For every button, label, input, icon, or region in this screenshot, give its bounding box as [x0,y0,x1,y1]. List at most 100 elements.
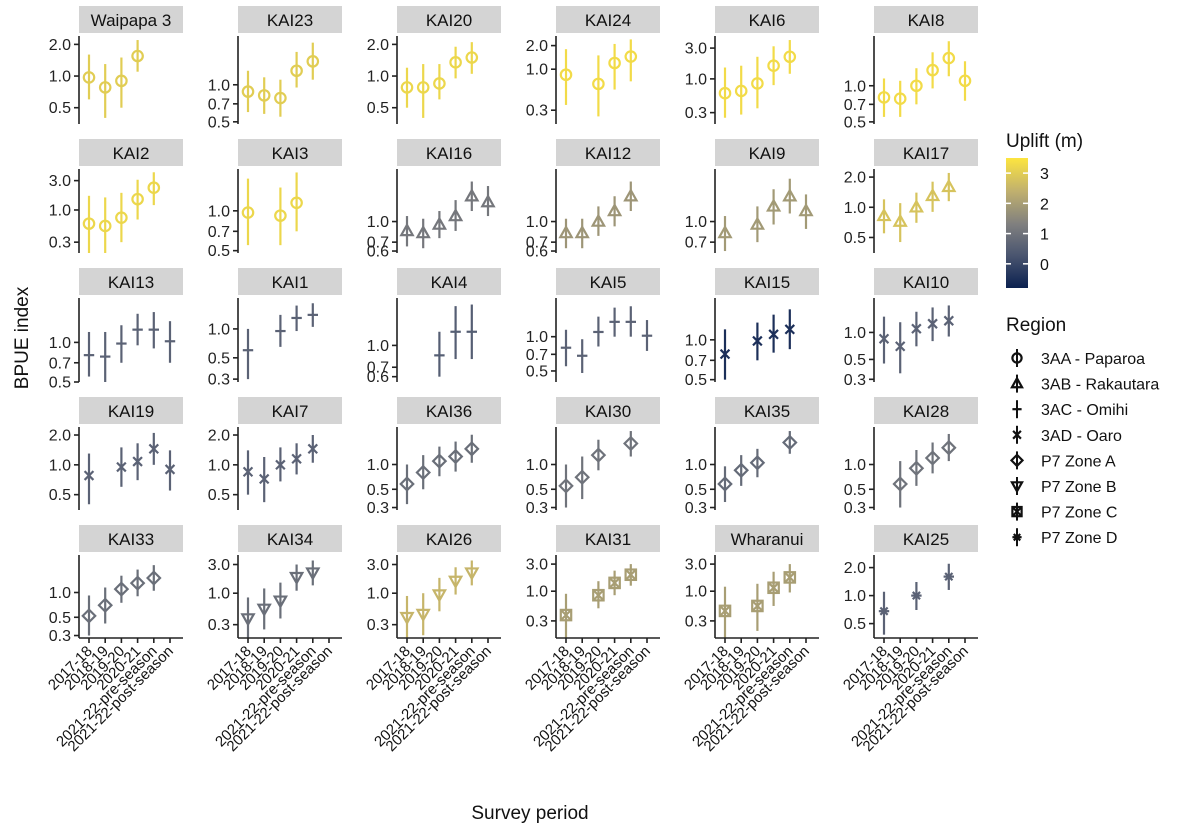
y-tick-label: 0.5 [526,482,548,499]
legend-label: P7 Zone B [1041,479,1117,496]
facet-title: KAI6 [749,11,786,30]
data-point [164,321,176,363]
y-tick-label: 0.6 [367,369,389,386]
facet-panel: Wharanui0.31.03.02017-182018-192019-2020… [681,525,819,755]
legend-item: P7 Zone C [1011,502,1117,522]
facet-strip [238,268,342,295]
facet-strip [715,525,819,552]
data-point [275,314,286,347]
facet-title: KAI5 [590,273,627,292]
y-tick-label: 0.6 [526,244,548,261]
data-point [431,446,448,477]
y-tick-label: 1.0 [844,588,866,605]
data-point [559,593,573,638]
data-point [400,67,414,108]
facet-panel: KAI23 0.50.7 1.0 [208,6,342,131]
facet-title: KAI15 [744,273,790,292]
facet-strip [715,139,819,166]
facet-panel: KAI35 0.30.5 1.0 [685,397,819,517]
data-point [624,564,638,586]
y-tick-label: 1.0 [844,200,866,217]
legend: Uplift (m) 0 1 2 3 Region 3AA - Paparoa 3AB … [1006,131,1159,547]
data-point [783,40,797,74]
data-point [447,567,464,595]
facet-panel: KAI20 0.5 1.0 2.0 [367,6,501,124]
y-tick-label: 0.5 [208,114,230,131]
y-tick-label: 0.3 [49,628,71,645]
y-tick-label: 3.0 [208,557,230,574]
data-point [450,306,461,360]
y-tick-label: 0.7 [685,235,707,252]
y-tick-label: 0.5 [367,100,389,117]
facet-panel: KAI13 0.5 0.7 1.0 [49,268,183,392]
data-point [100,331,111,382]
data-point [307,435,318,463]
data-point [480,186,496,217]
facet-strip [874,268,978,295]
data-point [274,79,287,117]
data-point [256,588,272,630]
legend-label: P7 Zone A [1041,453,1116,470]
data-point [399,595,415,638]
data-point [782,431,798,454]
facet-strip [556,139,660,166]
shape-legend-title: Region [1006,315,1066,336]
data-point [927,307,938,342]
y-tick-label: 1.0 [208,77,230,94]
data-point [783,564,797,593]
color-tick-label: 1 [1040,227,1049,244]
facet-panel: KAI340.31.03.02017-182018-192019-202020-… [204,525,342,755]
data-point [590,439,607,471]
y-tick-label: 1.0 [526,62,548,79]
facet-strip [715,397,819,424]
color-tick-label: 0 [1040,257,1049,274]
facet-title: KAI28 [903,402,949,421]
y-tick-label: 1.0 [526,584,548,601]
facet-title: KAI10 [903,273,949,292]
data-point [908,192,925,223]
data-point [241,70,255,113]
y-tick-label: 0.3 [685,613,707,630]
data-point [892,461,908,508]
facet-panel: KAI4 0.60.7 1.0 [367,268,501,386]
facet-strip [238,397,342,424]
facet-title: KAI13 [108,273,154,292]
y-tick-label: 0.3 [844,372,866,389]
data-point [81,595,97,636]
data-point [592,581,605,609]
y-tick-label: 0.3 [208,617,230,634]
data-point [768,314,779,353]
facet-panel: KAI6 0.3 1.0 3.0 [685,6,819,124]
y-tick-label: 1.0 [844,457,866,474]
y-tick-label: 2.0 [49,37,71,54]
data-point [275,447,286,482]
data-point [593,316,604,347]
data-point [146,565,162,591]
y-tick-label: 0.3 [526,613,548,630]
facet-title: KAI36 [426,402,472,421]
facet-panels: Waipapa 30.51.02.0KAI230.50.71.0KAI200.5… [45,6,978,755]
facet-strip [79,397,183,424]
data-point [290,172,303,232]
data-point [431,577,448,612]
data-point [257,77,271,114]
y-tick-label: 0.7 [208,96,230,113]
data-point [399,216,415,247]
facet-panel: KAI310.31.03.02017-182018-192019-202020-… [522,525,660,755]
facet-strip [397,139,501,166]
y-tick-label: 3.0 [526,557,548,574]
data-point [798,194,814,229]
facet-strip [556,6,660,33]
y-tick-label: 0.7 [526,235,548,252]
data-point [98,197,112,253]
facet-title: KAI9 [749,144,786,163]
y-tick-label: 0.7 [844,97,866,114]
y-tick-label: 2.0 [844,170,866,187]
facet-title: KAI33 [108,530,154,549]
y-tick-label: 1.0 [49,457,71,474]
data-point [893,80,907,117]
y-tick-label: 0.5 [844,482,866,499]
facet-panel: KAI330.30.51.02017-182018-192019-202020-… [45,525,183,755]
data-point [415,218,431,249]
data-point [624,39,638,82]
